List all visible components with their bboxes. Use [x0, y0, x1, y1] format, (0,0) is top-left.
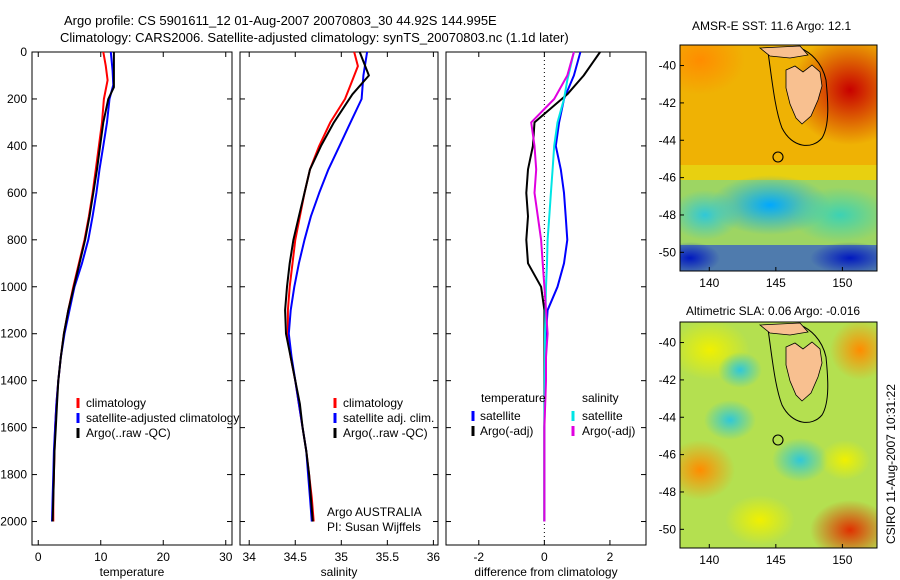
legend-label: satellite adj. clim.	[343, 411, 434, 425]
panel1-ytick-label: 0	[20, 45, 27, 59]
panel1-xtick-label: 30	[219, 550, 233, 564]
sla-tasmania-landmass	[785, 341, 823, 402]
series-red-line	[286, 51, 359, 522]
legend-label: climatology	[343, 396, 403, 410]
sla-argo-marker	[772, 434, 784, 446]
sla-patch-6	[772, 438, 828, 482]
sla-map	[680, 322, 877, 548]
map1-title: AMSR-E SST: 11.6 Argo: 12.1	[692, 19, 852, 33]
panel2-axes-box	[239, 51, 439, 546]
sst-mainland-landmass	[758, 45, 809, 59]
panel1-ytick-label: 400	[7, 139, 27, 153]
map2-xtick-label: 140	[699, 553, 719, 567]
series-black-line	[51, 52, 115, 522]
sst-teal-patch	[790, 187, 877, 243]
map1-xtick-label: 145	[766, 276, 786, 290]
map1-ytick-label: -44	[659, 133, 677, 147]
legend-label: Argo(..raw -QC)	[343, 426, 428, 440]
legend-label: Argo(-adj)	[480, 424, 533, 438]
panel2-xtick-label: 35	[335, 550, 349, 564]
sla-patch-4	[680, 440, 735, 500]
legend-label: Argo(..raw -QC)	[86, 426, 171, 440]
series-blue-line	[287, 51, 369, 522]
sla-patch-7	[704, 400, 756, 440]
panel1-ytick-label: 1000	[0, 280, 27, 294]
legend-label: satellite-adjusted climatology	[86, 411, 239, 425]
sst-tasmania-landmass	[785, 64, 823, 125]
map2-axes-box	[679, 321, 878, 549]
map1-ytick-label: -40	[659, 59, 677, 73]
legend-label: Argo(-adj)	[582, 424, 635, 438]
map1-axes-box	[679, 44, 878, 272]
panel1-xtick-label: 0	[35, 550, 42, 564]
map2-ytick-label: -40	[659, 336, 677, 350]
map1-ytick-label: -42	[659, 96, 677, 110]
title-line-2: Climatology: CARS2006. Satellite-adjuste…	[60, 30, 569, 45]
panel1-ytick-label: 600	[7, 186, 27, 200]
series-blue-line	[543, 51, 582, 522]
map2-xtick-label: 145	[766, 553, 786, 567]
panel2-xtick-label: 35.5	[376, 550, 400, 564]
map1-ytick-label: -46	[659, 171, 677, 185]
series-red-line	[52, 51, 109, 522]
panel2-xtick-label: 34	[243, 550, 257, 564]
sst-argo-marker	[772, 151, 784, 163]
map2-ytick-label: -44	[659, 410, 677, 424]
series-black-line	[284, 51, 370, 522]
map1-xtick-label: 140	[699, 276, 719, 290]
title-line-1: Argo profile: CS 5901611_12 01-Aug-2007 …	[64, 13, 497, 28]
panel1-xtick-label: 10	[94, 550, 108, 564]
panel1-ytick-label: 1800	[0, 468, 27, 482]
map2-ytick-label: -50	[659, 522, 677, 536]
panel3-xtick-label: -2	[473, 550, 484, 564]
sst-warm-patch	[680, 45, 745, 95]
sst-contour-line	[767, 47, 829, 146]
sla-contour-line	[767, 324, 829, 423]
sla-mainland-landmass	[758, 322, 809, 336]
sla-patch-5	[725, 495, 795, 545]
panel3-xtick-label: 0	[541, 550, 548, 564]
annotation-text: Argo AUSTRALIA	[327, 505, 422, 519]
panel3-axes-box	[445, 51, 647, 546]
panel1-axes-box	[31, 51, 233, 546]
map2-xtick-label: 150	[832, 553, 852, 567]
panel3-xtick-label: 2	[607, 550, 614, 564]
map2-ytick-label: -46	[659, 448, 677, 462]
legend-label: climatology	[86, 396, 146, 410]
panel1-xlabel: temperature	[100, 565, 165, 579]
sla-patch-9	[718, 352, 762, 388]
series-magenta-line	[530, 51, 575, 522]
panel1-ytick-label: 2000	[0, 515, 27, 529]
series-black-line	[525, 51, 601, 522]
legend-header-salinity: salinity	[582, 391, 619, 405]
map1-ytick-label: -50	[659, 245, 677, 259]
legend-header-temperature: temperature	[481, 391, 546, 405]
map2-ytick-label: -48	[659, 485, 677, 499]
panel2-xlabel: salinity	[321, 565, 358, 579]
map1-xtick-label: 150	[832, 276, 852, 290]
panel1-ytick-label: 200	[7, 92, 27, 106]
legend-label: satellite	[582, 409, 623, 423]
sla-patch-8	[820, 440, 870, 480]
map1-ytick-label: -48	[659, 208, 677, 222]
panel2-xtick-label: 34.5	[284, 550, 308, 564]
map2-title: Altimetric SLA: 0.06 Argo: -0.016	[686, 304, 861, 318]
sla-patch-2	[830, 322, 877, 380]
map2-ytick-label: -42	[659, 373, 677, 387]
sst-cold-core-west	[680, 242, 720, 271]
panel3-xlabel: difference from climatology	[474, 565, 617, 579]
panel1-ytick-label: 1200	[0, 327, 27, 341]
panel1-ytick-label: 1400	[0, 374, 27, 388]
legend-label: satellite	[480, 409, 521, 423]
panel1-ytick-label: 800	[7, 233, 27, 247]
sla-patch-3	[810, 500, 877, 548]
panel1-xtick-label: 20	[157, 550, 171, 564]
sst-cold-core-east	[810, 242, 877, 271]
sst-cyan-patch	[680, 190, 740, 240]
annotation-text: PI: Susan Wijffels	[327, 520, 421, 534]
panel2-xtick-label: 36	[427, 550, 441, 564]
sst-map	[680, 45, 877, 271]
panel1-ytick-label: 1600	[0, 421, 27, 435]
